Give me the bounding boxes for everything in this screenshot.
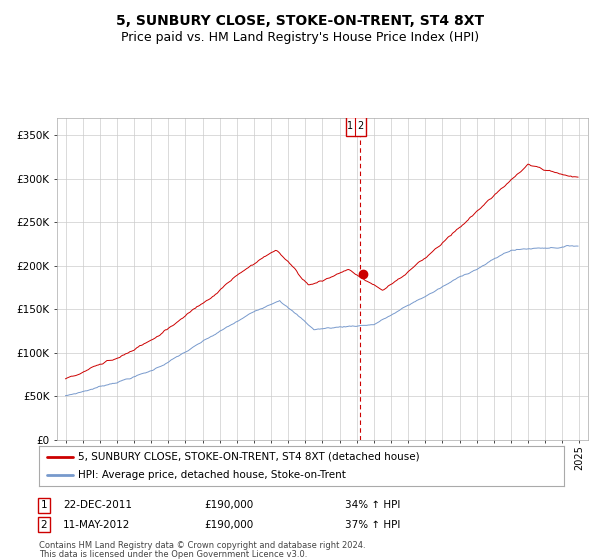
Text: £190,000: £190,000 [204,520,253,530]
Text: 22-DEC-2011: 22-DEC-2011 [63,500,132,510]
Text: 1: 1 [347,122,353,131]
Text: £190,000: £190,000 [204,500,253,510]
Text: 2: 2 [40,520,47,530]
Text: This data is licensed under the Open Government Licence v3.0.: This data is licensed under the Open Gov… [39,550,307,559]
Text: 1: 1 [40,500,47,510]
Text: 11-MAY-2012: 11-MAY-2012 [63,520,130,530]
FancyBboxPatch shape [346,116,367,136]
Text: 34% ↑ HPI: 34% ↑ HPI [345,500,400,510]
Text: 37% ↑ HPI: 37% ↑ HPI [345,520,400,530]
Text: 2: 2 [358,122,364,131]
Text: HPI: Average price, detached house, Stoke-on-Trent: HPI: Average price, detached house, Stok… [79,470,346,480]
Text: Contains HM Land Registry data © Crown copyright and database right 2024.: Contains HM Land Registry data © Crown c… [39,541,365,550]
Text: Price paid vs. HM Land Registry's House Price Index (HPI): Price paid vs. HM Land Registry's House … [121,31,479,44]
Text: 5, SUNBURY CLOSE, STOKE-ON-TRENT, ST4 8XT (detached house): 5, SUNBURY CLOSE, STOKE-ON-TRENT, ST4 8X… [79,452,420,461]
Text: 5, SUNBURY CLOSE, STOKE-ON-TRENT, ST4 8XT: 5, SUNBURY CLOSE, STOKE-ON-TRENT, ST4 8X… [116,14,484,28]
